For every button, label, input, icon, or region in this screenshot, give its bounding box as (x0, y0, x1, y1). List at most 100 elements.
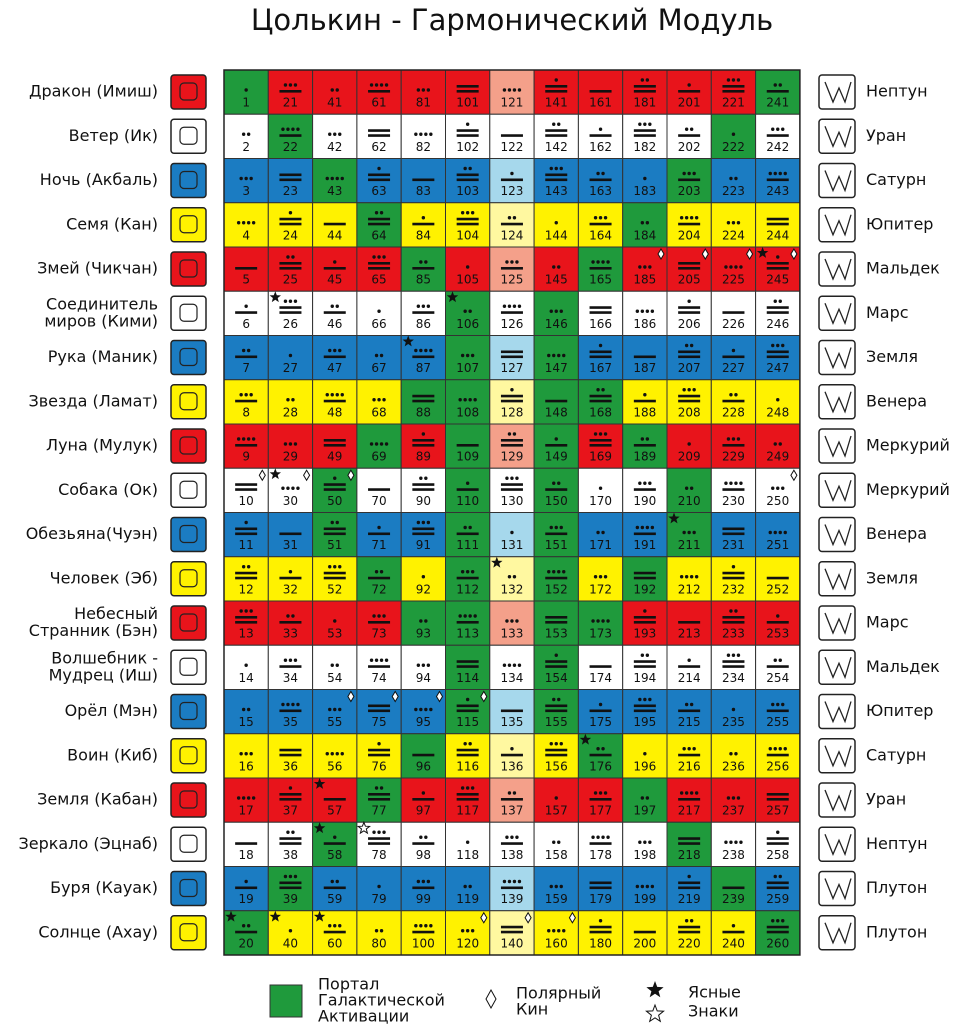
tone-bar (589, 350, 612, 354)
tone-bar (368, 748, 391, 752)
tone-dot (640, 525, 645, 530)
kin-number: 243 (766, 184, 789, 198)
tone-glyph (412, 216, 435, 226)
tone-dot (372, 830, 376, 834)
tone-dot (288, 299, 293, 303)
kin-number: 207 (678, 361, 701, 375)
tone-dot (424, 260, 428, 264)
tone-glyph (722, 437, 745, 447)
tone-dot (249, 609, 253, 613)
tone-dot (473, 398, 477, 402)
tone-dot (515, 835, 519, 839)
kin-number: 65 (371, 273, 386, 287)
tone-glyph (279, 570, 302, 580)
tone-dot (687, 83, 691, 87)
tone-dot (333, 260, 337, 264)
tone-dot (557, 570, 561, 574)
planet-name: Плутон (866, 878, 927, 897)
tone-dot (419, 619, 423, 623)
tone-dot (517, 88, 522, 92)
kin-cell (356, 335, 402, 381)
seal-glyph-detail (179, 436, 198, 455)
tone-dot (731, 707, 736, 712)
tone-bar (678, 842, 701, 845)
kin-number: 177 (589, 804, 612, 818)
tone-bar (678, 394, 701, 398)
planet-name: Венера (866, 391, 927, 410)
tone-dot (510, 476, 514, 480)
tone-dot (251, 221, 256, 225)
tone-glyph (412, 394, 435, 403)
tone-dot (379, 929, 384, 933)
tone-glyph (593, 575, 608, 579)
tone-dot (687, 658, 691, 662)
tone-dot (382, 398, 386, 402)
tone-dot (338, 348, 342, 353)
tone-bar (722, 616, 745, 619)
tone-glyph (678, 919, 701, 934)
kin-number: 131 (500, 538, 523, 552)
tone-dot (335, 520, 339, 525)
tone-bar (412, 753, 435, 757)
legend-portal-swatch (269, 984, 303, 1018)
tone-bar (456, 748, 479, 752)
tone-glyph (722, 481, 745, 491)
tone-dot (384, 83, 389, 87)
kin-cell (400, 512, 447, 558)
planet-name: Плутон (866, 922, 927, 941)
tone-bar (633, 665, 656, 668)
tone-glyph (678, 171, 701, 182)
tone-glyph (766, 702, 789, 713)
tone-glyph (235, 609, 258, 624)
tone-glyph (545, 481, 568, 491)
tone-bar (678, 90, 701, 93)
tone-dot (463, 166, 467, 171)
kin-number: 116 (456, 759, 479, 773)
tone-glyph (722, 886, 745, 890)
seal-glyph-detail (179, 834, 198, 853)
tone-dot (689, 791, 694, 795)
tone-bar (500, 798, 523, 801)
tone-dot (468, 398, 472, 402)
tone-dot (643, 840, 647, 844)
tone-glyph (731, 707, 736, 712)
tone-glyph (766, 747, 789, 757)
tone-glyph (456, 211, 479, 226)
tone-dot (635, 525, 640, 530)
tone-dot (682, 171, 686, 176)
seal-name: Человек (Эб) (50, 568, 158, 587)
tone-dot (773, 83, 777, 87)
kin-cell (710, 821, 757, 867)
tone-dot (643, 176, 647, 181)
kin-number: 80 (371, 936, 386, 950)
tone-dot (598, 432, 603, 436)
tone-bar (456, 222, 479, 226)
planet-name: Венера (866, 524, 927, 543)
tone-dot (640, 221, 645, 225)
tone-bar (545, 616, 568, 619)
seal-glyph-detail (179, 524, 198, 544)
tone-glyph (724, 265, 743, 269)
tone-bar (412, 798, 435, 801)
kin-number: 41 (327, 96, 342, 110)
tone-dot (377, 525, 381, 530)
kin-cell (312, 644, 358, 690)
kin-number: 211 (678, 538, 701, 552)
kin-number: 94 (416, 671, 431, 685)
planet-name: Земля (866, 568, 918, 587)
kin-number: 257 (766, 804, 789, 818)
tone-bar (368, 576, 391, 580)
tone-glyph (591, 619, 610, 623)
tone-dot (724, 481, 728, 485)
tone-dot (552, 697, 556, 702)
kin-number: 72 (371, 582, 386, 596)
tone-dot (773, 874, 777, 879)
tone-dot (463, 884, 467, 889)
kin-number: 77 (371, 804, 386, 818)
seal-glyph (170, 605, 207, 641)
tone-glyph (368, 255, 391, 270)
kin-number: 76 (371, 759, 386, 773)
kin-number: 145 (545, 273, 568, 287)
tone-dot (596, 260, 600, 264)
tone-bar (589, 306, 612, 309)
